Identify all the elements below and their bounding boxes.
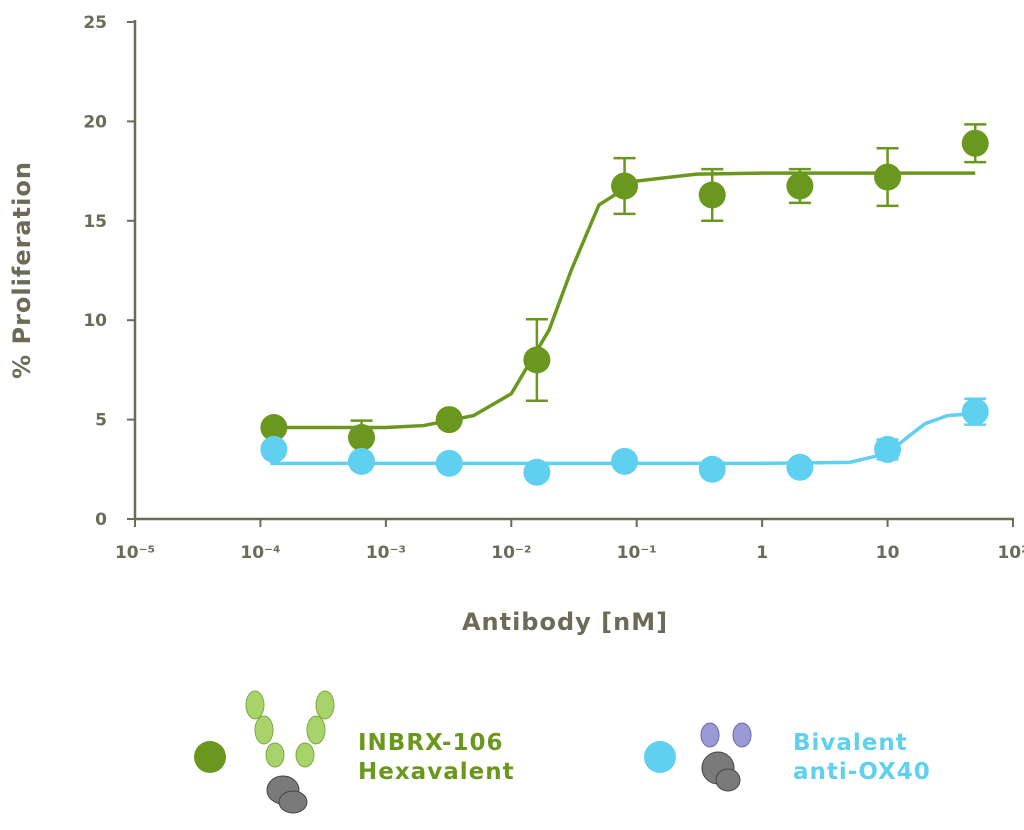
data-point bbox=[523, 458, 551, 486]
data-point bbox=[523, 346, 551, 374]
x-tick-label: 10⁻² bbox=[491, 543, 531, 563]
y-tick-label: 10 bbox=[83, 311, 107, 331]
x-tick-label: 10⁻⁴ bbox=[240, 543, 280, 563]
legend-label: Bivalent anti-OX40 bbox=[793, 730, 931, 785]
data-point bbox=[260, 414, 288, 442]
x-tick-label: 10 bbox=[876, 543, 900, 563]
y-tick-label: 0 bbox=[95, 510, 107, 530]
data-point bbox=[961, 398, 989, 426]
x-axis-title: Antibody [nM] bbox=[462, 608, 668, 636]
data-point bbox=[698, 181, 726, 209]
data-point bbox=[961, 129, 989, 157]
y-axis-title: % Proliferation bbox=[8, 161, 36, 379]
legend-label: INBRX-106 Hexavalent bbox=[358, 730, 515, 785]
data-point bbox=[786, 453, 814, 481]
x-tick-label: 10⁻⁵ bbox=[115, 543, 155, 563]
data-point bbox=[348, 447, 376, 475]
data-point bbox=[874, 435, 902, 463]
data-point bbox=[611, 447, 639, 475]
data-point bbox=[348, 423, 376, 451]
legend-marker bbox=[644, 741, 676, 773]
y-tick-label: 5 bbox=[95, 411, 107, 431]
y-tick-label: 15 bbox=[83, 212, 107, 232]
y-tick-label: 25 bbox=[83, 13, 107, 33]
legend-marker bbox=[194, 741, 226, 773]
data-point bbox=[435, 406, 463, 434]
x-tick-label: 1 bbox=[756, 543, 768, 563]
data-point bbox=[698, 455, 726, 483]
data-point bbox=[786, 172, 814, 200]
data-point bbox=[611, 172, 639, 200]
x-tick-label: 10⁻³ bbox=[366, 543, 406, 563]
data-point bbox=[435, 449, 463, 477]
y-tick-label: 20 bbox=[83, 112, 107, 132]
bivalent-icon bbox=[700, 722, 752, 792]
data-point bbox=[874, 163, 902, 191]
x-tick-label: 10² bbox=[997, 543, 1024, 563]
x-tick-label: 10⁻¹ bbox=[617, 543, 657, 563]
data-point bbox=[260, 435, 288, 463]
hexavalent-icon bbox=[245, 690, 335, 814]
fit-curve bbox=[270, 171, 976, 430]
